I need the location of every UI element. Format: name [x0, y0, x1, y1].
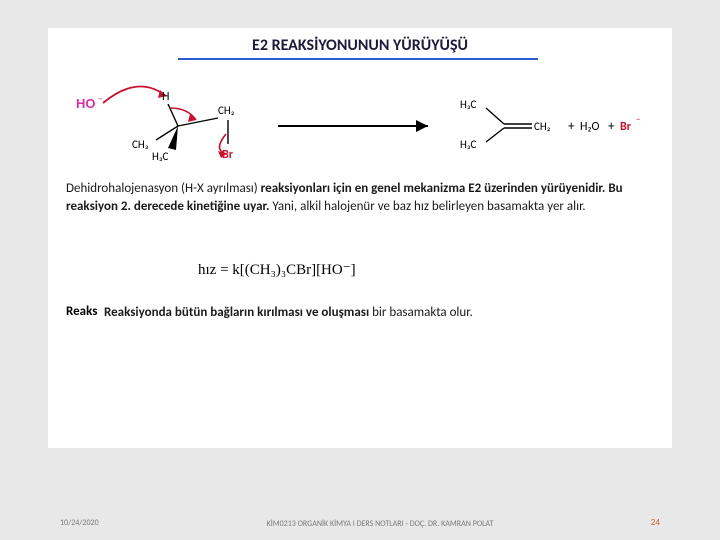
- footer-date: 10/24/2020: [60, 518, 99, 528]
- p1-tail: Yani, alkil halojenür ve baz hız belirle…: [269, 199, 585, 214]
- svg-text:Br: Br: [620, 120, 632, 134]
- svg-text:H₃C: H₃C: [460, 138, 477, 151]
- svg-text:CH₂: CH₂: [534, 120, 551, 133]
- paragraph-1: Dehidrohalojenasyon (H-X ayrılması) reak…: [66, 180, 656, 215]
- svg-text:+: +: [608, 119, 615, 134]
- p2-tail: bir basamakta olur.: [369, 305, 473, 320]
- reaction-scheme: HO − H CH₃ H₃C CH₂ Br H₃C H₃C: [68, 78, 648, 168]
- rate-equation: hız = k[(CH₃)₃CBr][HO⁻]: [198, 260, 356, 279]
- slide: E2 REAKSİYONUNUN YÜRÜYÜŞÜ HO − H CH₃ H₃C…: [48, 28, 672, 448]
- slide-footer: 10/24/2020 KİM0213 ORGANİK KİMYA I DERS …: [0, 502, 720, 532]
- svg-text:H₃C: H₃C: [460, 98, 477, 111]
- p1-plain: Dehidrohalojenasyon (H-X ayrılması): [66, 181, 261, 196]
- slide-title: E2 REAKSİYONUNUN YÜRÜYÜŞÜ: [48, 36, 672, 55]
- svg-text:H₂O: H₂O: [580, 120, 600, 134]
- reak-fragment: Reaks: [66, 304, 97, 319]
- svg-text:−: −: [98, 92, 103, 105]
- svg-text:H: H: [162, 90, 169, 104]
- svg-text:H₃C: H₃C: [152, 150, 169, 163]
- svg-text:HO: HO: [76, 96, 96, 111]
- footer-course: KİM0213 ORGANİK KİMYA I DERS NOTLARI - D…: [260, 520, 500, 530]
- p2-bold: Reaksiyonda bütün bağların kırılması ve …: [104, 305, 369, 320]
- paragraph-2: Reaksiyonda bütün bağların kırılması ve …: [104, 304, 664, 322]
- svg-text:−: −: [636, 114, 640, 125]
- footer-page-number: 24: [651, 517, 660, 528]
- svg-text:CH₃: CH₃: [132, 138, 149, 151]
- title-underline: [178, 58, 538, 60]
- svg-text:+: +: [568, 119, 575, 134]
- svg-text:CH₂: CH₂: [218, 104, 235, 117]
